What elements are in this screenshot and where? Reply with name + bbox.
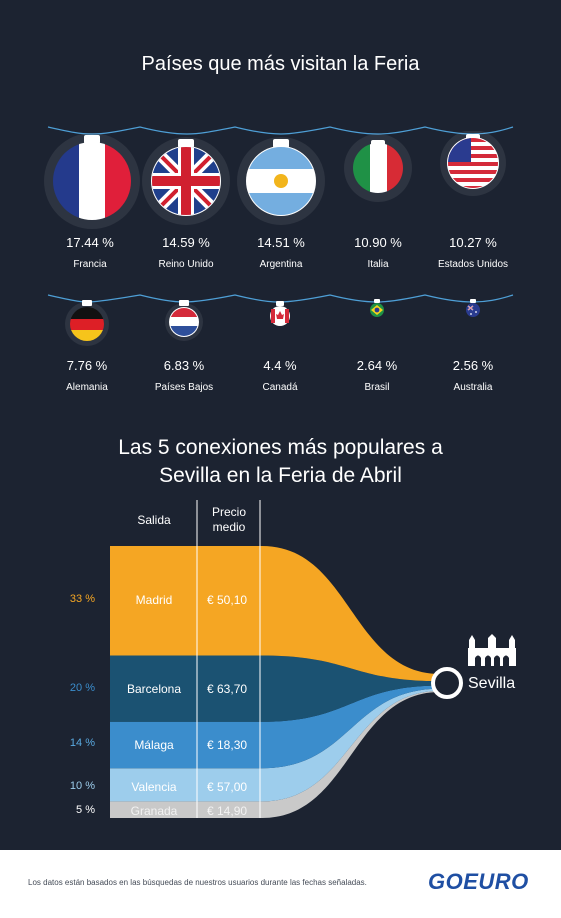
france-flag-icon (44, 133, 140, 229)
country-item: 17.44 % Francia (35, 235, 145, 270)
country-percentage: 10.27 % (449, 235, 497, 250)
header-price-line-1: Precio (211, 505, 246, 519)
country-item: 4.4 % Canadá (225, 358, 335, 393)
routes-title-line-1: Las 5 conexiones más populares a (118, 436, 443, 459)
origin-madrid: Madrid (135, 593, 173, 607)
country-name: Italia (367, 259, 389, 270)
goeuro-logo: GOEURO (428, 869, 529, 894)
country-item: 6.83 % Países Bajos (129, 358, 239, 393)
countries-title: Países que más visitan la Feria (141, 53, 420, 75)
header-price: Precio medio (198, 505, 260, 535)
country-item: 14.59 % Reino Unido (131, 235, 241, 270)
uk-flag-icon (142, 137, 230, 225)
country-item: 10.27 % Estados Unidos (418, 235, 528, 270)
destination-name: Sevilla (468, 675, 516, 692)
share-label-malaga: 14 % (69, 737, 95, 749)
price-barcelona: € 63,70 (207, 682, 248, 696)
argentina-flag-icon (237, 137, 325, 225)
country-name: Alemania (66, 382, 108, 393)
country-name: Reino Unido (158, 259, 214, 270)
country-percentage: 14.59 % (162, 235, 210, 250)
share-label-valencia: 10 % (69, 780, 95, 792)
country-percentage: 14.51 % (257, 235, 305, 250)
origin-malaga: Málaga (134, 738, 174, 752)
origin-valencia: Valencia (131, 780, 177, 794)
flow-band-barcelona (110, 655, 440, 722)
flow-chart (110, 500, 463, 818)
origin-granada: Granada (130, 804, 178, 818)
flow-band-valencia (110, 688, 440, 802)
netherlands-flag-icon (165, 300, 203, 341)
country-name: Argentina (259, 259, 303, 270)
country-percentage: 7.76 % (66, 358, 108, 373)
country-percentage: 4.4 % (263, 358, 297, 373)
country-item: 10.90 % Italia (323, 235, 433, 270)
origin-barcelona: Barcelona (126, 682, 182, 696)
routes-title-line-2: Sevilla en la Feria de Abril (159, 464, 402, 487)
country-item: 14.51 % Argentina (226, 235, 336, 270)
country-name: Países Bajos (154, 382, 214, 393)
flow-band-granada (110, 690, 440, 818)
country-item: 2.56 % Australia (418, 358, 528, 393)
price-valencia: € 57,00 (207, 780, 248, 794)
share-label-madrid: 33 % (69, 593, 95, 605)
italy-flag-icon (344, 134, 412, 202)
country-percentage: 2.64 % (356, 358, 398, 373)
canada-flag-icon (270, 301, 290, 326)
country-name: Australia (453, 382, 493, 393)
header-origin: Salida (137, 513, 171, 527)
country-percentage: 17.44 % (66, 235, 114, 250)
germany-flag-icon (65, 300, 109, 346)
country-name: Brasil (364, 382, 390, 393)
footer-note: Los datos están basados en las búsquedas… (28, 878, 367, 887)
country-name: Canadá (262, 382, 298, 393)
country-name: Francia (73, 259, 107, 270)
flow-band-madrid (110, 546, 440, 682)
country-name: Estados Unidos (437, 259, 509, 270)
share-label-barcelona: 20 % (69, 682, 95, 694)
building-icon (468, 634, 516, 666)
price-granada: € 14,90 (207, 804, 248, 818)
price-madrid: € 50,10 (207, 593, 248, 607)
routes-title: Las 5 conexiones más populares a Sevilla… (0, 434, 561, 490)
price-malaga: € 18,30 (207, 738, 248, 752)
usa-flag-icon (440, 131, 506, 196)
country-percentage: 2.56 % (452, 358, 494, 373)
brazil-flag-icon (370, 299, 384, 317)
country-percentage: 10.90 % (354, 235, 402, 250)
country-item: 2.64 % Brasil (322, 358, 432, 393)
country-item: 7.76 % Alemania (32, 358, 142, 393)
country-percentage: 6.83 % (163, 358, 205, 373)
destination-node (431, 667, 463, 699)
flow-band-malaga (110, 685, 440, 769)
share-label-granada: 5 % (76, 804, 95, 816)
header-price-line-2: medio (212, 520, 246, 534)
australia-flag-icon (466, 299, 480, 317)
